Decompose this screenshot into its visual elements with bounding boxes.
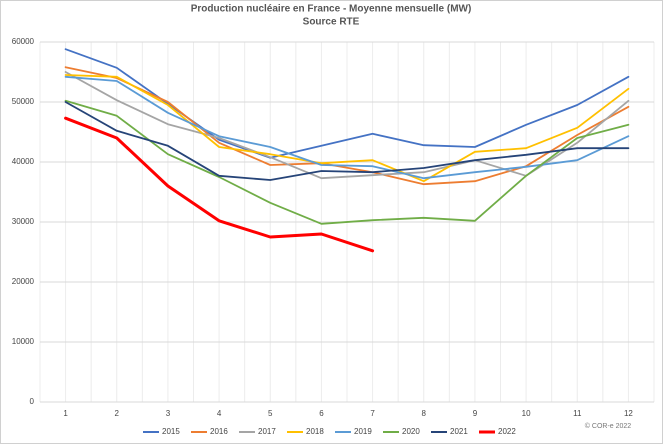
chart-title: Production nucléaire en France - Moyenne…: [191, 4, 472, 15]
legend-label: 2018: [306, 427, 324, 436]
legend-label: 2017: [258, 427, 276, 436]
y-tick-label: 20000: [12, 277, 35, 286]
x-tick-label: 12: [624, 409, 633, 418]
line-series: [64, 99, 630, 225]
legend-label: 2020: [402, 427, 420, 436]
legend-label: 2015: [162, 427, 180, 436]
x-tick-label: 8: [422, 409, 427, 418]
x-tick-label: 7: [370, 409, 375, 418]
chart-subtitle: Source RTE: [303, 17, 360, 28]
y-tick-label: 50000: [12, 97, 35, 106]
y-tick-label: 10000: [12, 337, 35, 346]
y-tick-label: 40000: [12, 157, 35, 166]
x-tick-label: 6: [319, 409, 324, 418]
line-series: [64, 116, 375, 253]
x-tick-label: 5: [268, 409, 273, 418]
x-tick-label: 4: [217, 409, 222, 418]
line-series: [64, 66, 630, 186]
line-series: [64, 75, 630, 180]
x-tick-label: 11: [573, 409, 582, 418]
x-tick-label: 9: [473, 409, 478, 418]
x-tick-label: 2: [115, 409, 120, 418]
legend-label: 2019: [354, 427, 372, 436]
x-tick-label: 1: [63, 409, 68, 418]
legend-label: 2016: [210, 427, 228, 436]
line-series: [64, 74, 630, 183]
y-tick-label: 0: [30, 397, 35, 406]
line-series: [64, 101, 630, 181]
x-tick-label: 3: [166, 409, 171, 418]
legend-label: 2021: [450, 427, 468, 436]
x-tick-label: 10: [522, 409, 531, 418]
watermark: © COR-e 2022: [585, 422, 632, 430]
y-tick-label: 30000: [12, 217, 35, 226]
y-tick-label: 60000: [12, 37, 35, 46]
legend-label: 2022: [498, 427, 516, 436]
